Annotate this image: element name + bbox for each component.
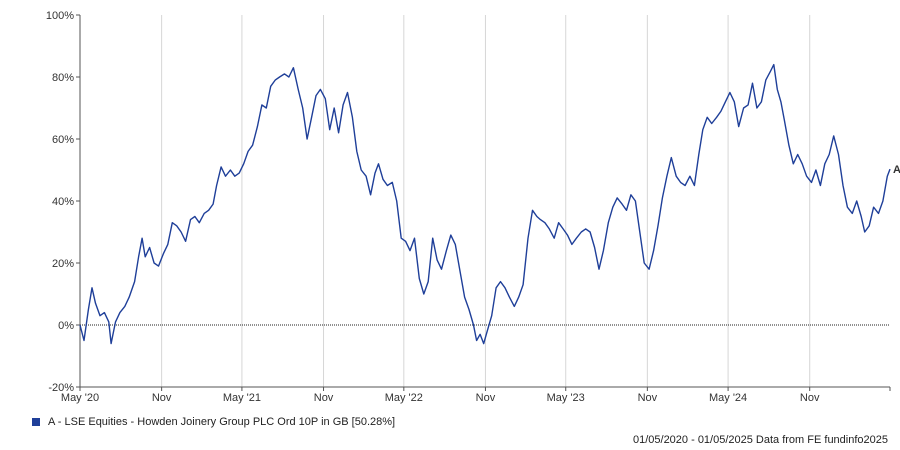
x-tick-label: May '21: [223, 392, 261, 404]
line-chart: May '20 Nov May '21 Nov May '22 Nov May '23 Nov…: [46, 10, 900, 404]
x-tick-label: Nov: [152, 392, 172, 404]
data-source-note: 01/05/2020 - 01/05/2025 Data from FE fun…: [632, 434, 888, 446]
x-tick-label: Nov: [314, 392, 334, 404]
y-tick-label: -20%: [48, 382, 74, 394]
y-tick-label: 0%: [58, 320, 74, 332]
series-layer: A: [79, 63, 900, 345]
y-tick-label: 60%: [52, 134, 74, 146]
x-tick-label: Nov: [476, 392, 496, 404]
x-tick-label: Nov: [800, 392, 820, 404]
series-line: [79, 63, 891, 345]
grid-layer: [79, 15, 890, 387]
axis-layer: May '20 Nov May '21 Nov May '22 Nov May '23 Nov…: [46, 10, 891, 404]
x-tick-label: May '20: [61, 392, 99, 404]
y-tick-label: 80%: [52, 72, 74, 84]
series-end-label: A: [893, 164, 900, 176]
x-tick-label: May '23: [547, 392, 585, 404]
x-tick-label: May '22: [385, 392, 423, 404]
y-tick-label: 100%: [46, 10, 74, 22]
legend: A - LSE Equities - Howden Joinery Group …: [32, 416, 395, 428]
legend-label: A - LSE Equities - Howden Joinery Group …: [48, 416, 396, 428]
legend-swatch: [32, 418, 40, 426]
y-tick-label: 40%: [52, 196, 74, 208]
y-tick-label: 20%: [52, 258, 74, 270]
x-tick-label: May '24: [709, 392, 747, 404]
x-tick-label: Nov: [638, 392, 658, 404]
